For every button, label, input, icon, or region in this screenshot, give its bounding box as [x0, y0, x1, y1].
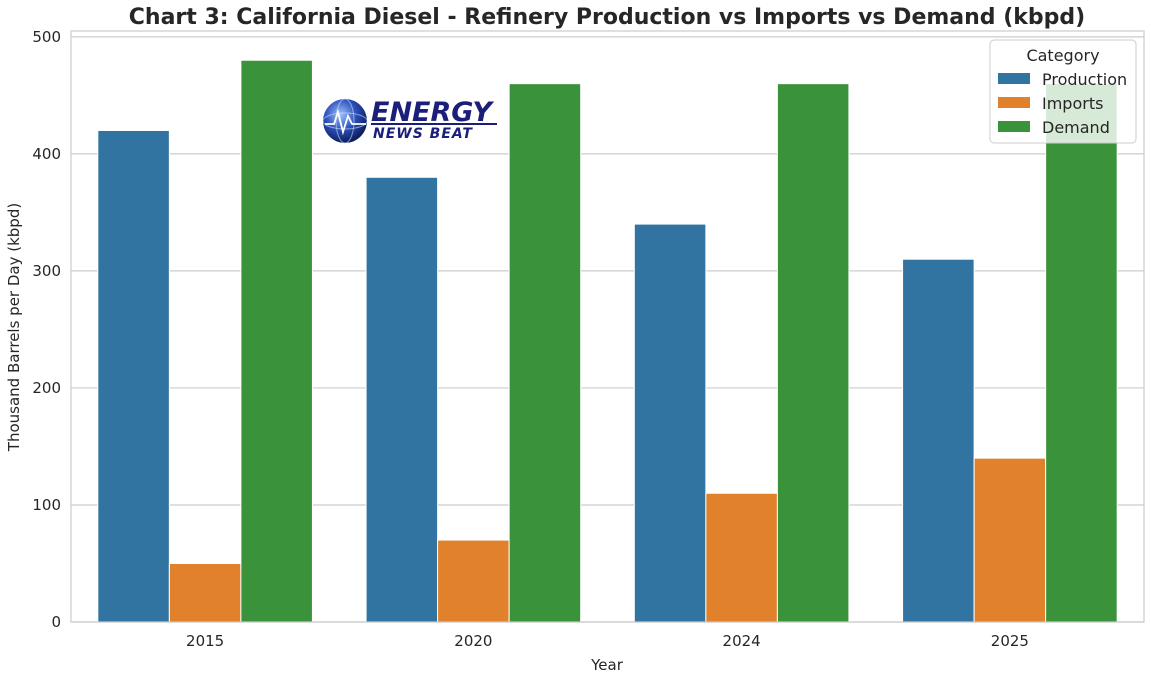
bar-production-2024: [633, 223, 707, 623]
x-tick-labels: 2015 2020 2024 2025: [186, 632, 1029, 650]
legend-label-production: Production: [1042, 70, 1127, 89]
bar-demand-2024: [776, 83, 850, 623]
logo-line2: NEWS BEAT: [373, 126, 473, 142]
legend-swatch-imports: [998, 97, 1030, 108]
legend-title: Category: [1026, 46, 1099, 65]
y-tick-labels: 0 100 200 300 400 500: [32, 28, 61, 631]
bar-production-2015: [97, 129, 170, 623]
legend: Category Production Imports Demand: [989, 39, 1137, 144]
y-axis-label: Thousand Barrels per Day (kbpd): [5, 203, 23, 452]
bar-production-2025: [902, 258, 975, 623]
x-axis-label: Year: [590, 656, 624, 674]
y-tick-label: 400: [32, 145, 61, 163]
energy-news-beat-logo: ENERGY NEWS BEAT: [322, 97, 497, 144]
bars: [97, 59, 1118, 623]
bar-production-2020: [365, 176, 439, 623]
legend-swatch-production: [998, 73, 1030, 84]
legend-swatch-demand: [998, 121, 1030, 132]
plot-frame: [70, 30, 1145, 623]
x-tick-label: 2025: [991, 632, 1029, 650]
bar-imports-2025: [973, 457, 1047, 623]
bar-imports-2024: [705, 492, 778, 623]
legend-label-imports: Imports: [1042, 94, 1103, 113]
bar-imports-2020: [437, 539, 510, 623]
x-tick-label: 2020: [454, 632, 492, 650]
y-tick-label: 0: [51, 613, 61, 631]
x-tick-label: 2015: [186, 632, 224, 650]
x-tick-label: 2024: [723, 632, 761, 650]
logo-line1: ENERGY: [371, 97, 494, 128]
bar-demand-2015: [240, 59, 313, 623]
globe-icon: [322, 98, 368, 144]
y-tick-label: 100: [32, 496, 61, 514]
y-tick-label: 200: [32, 379, 61, 397]
bar-demand-2025: [1045, 83, 1118, 623]
legend-label-demand: Demand: [1042, 118, 1110, 137]
bar-imports-2015: [168, 562, 242, 623]
y-tick-label: 300: [32, 262, 61, 280]
chart-title: Chart 3: California Diesel - Refinery Pr…: [129, 5, 1085, 30]
legend-box: [989, 39, 1137, 144]
bar-demand-2020: [508, 83, 582, 623]
y-tick-label: 500: [32, 28, 61, 46]
